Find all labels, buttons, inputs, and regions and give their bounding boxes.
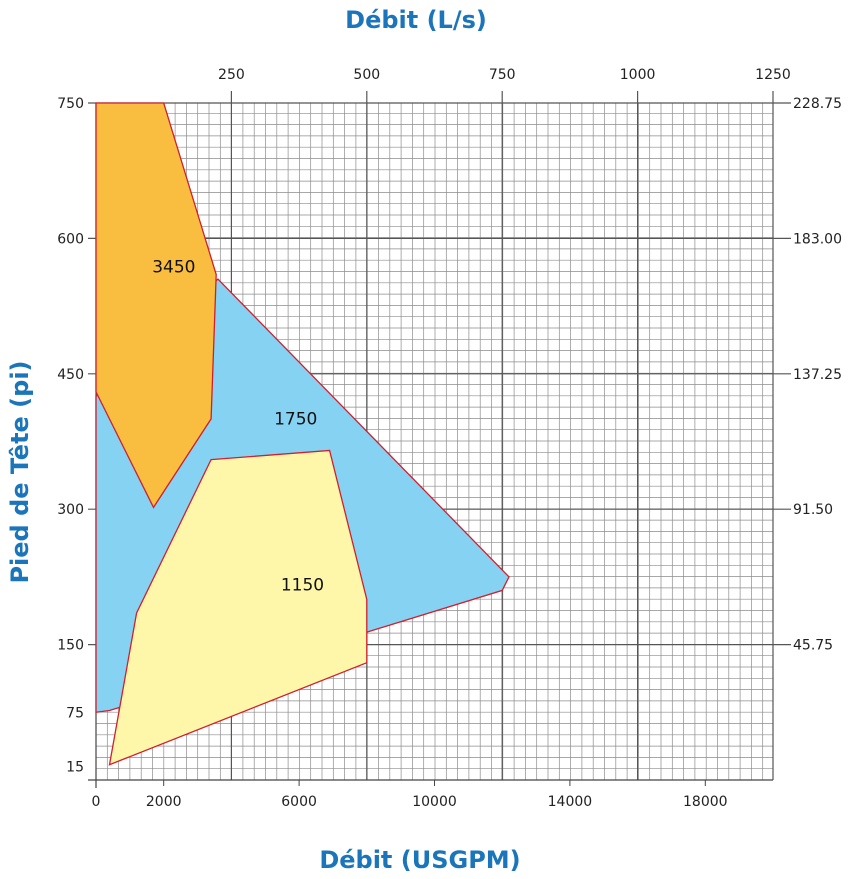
y-tick-left-label: 600	[57, 231, 84, 247]
regions	[95, 102, 510, 766]
y-tick-right-label: 228.75	[793, 96, 842, 112]
region-1150	[108, 449, 368, 766]
y-tick-left-label: 75	[66, 705, 84, 721]
y-tick-left-label: 300	[57, 502, 84, 518]
x-tick-bottom-label: 0	[92, 794, 101, 810]
region-3450	[95, 102, 217, 509]
y-tick-right-label: 137.25	[793, 367, 842, 383]
x-tick-top-label: 1000	[620, 67, 656, 83]
y-tick-right-label: 91.50	[793, 502, 833, 518]
x-tick-bottom-label: 2000	[146, 794, 182, 810]
region-labels: 1750 3450 1150	[152, 258, 324, 596]
y-tick-left-label: 450	[57, 367, 84, 383]
y-tick-right-label: 45.75	[793, 638, 833, 654]
y-tick-left-label: 15	[66, 759, 84, 775]
x-tick-bottom-label: 10000	[412, 794, 457, 810]
x-tick-top-label: 500	[353, 67, 380, 83]
x-axis-title: Débit (USGPM)	[319, 846, 520, 874]
y-tick-left-label: 150	[57, 638, 84, 654]
x-tick-top-label: 250	[218, 67, 245, 83]
region-label-1150: 1150	[281, 575, 324, 595]
x-tick-bottom-label: 14000	[548, 794, 593, 810]
ticks: 0 2000 6000 10000 14000 18000 250 500 750 1000 125…	[57, 67, 842, 810]
x-tick-top-label: 1250	[755, 67, 791, 83]
x-tick-bottom-label: 18000	[683, 794, 728, 810]
x-tick-top-label: 750	[489, 67, 516, 83]
y-tick-left-label: 750	[57, 96, 84, 112]
y-tick-right-label: 183.00	[793, 231, 842, 247]
region-label-3450: 3450	[152, 258, 195, 278]
region-label-1750: 1750	[274, 409, 317, 429]
x-tick-bottom-label: 6000	[281, 794, 317, 810]
top-axis-title: Débit (L/s)	[345, 6, 487, 34]
y-axis-title: Pied de Tête (pi)	[6, 360, 34, 583]
